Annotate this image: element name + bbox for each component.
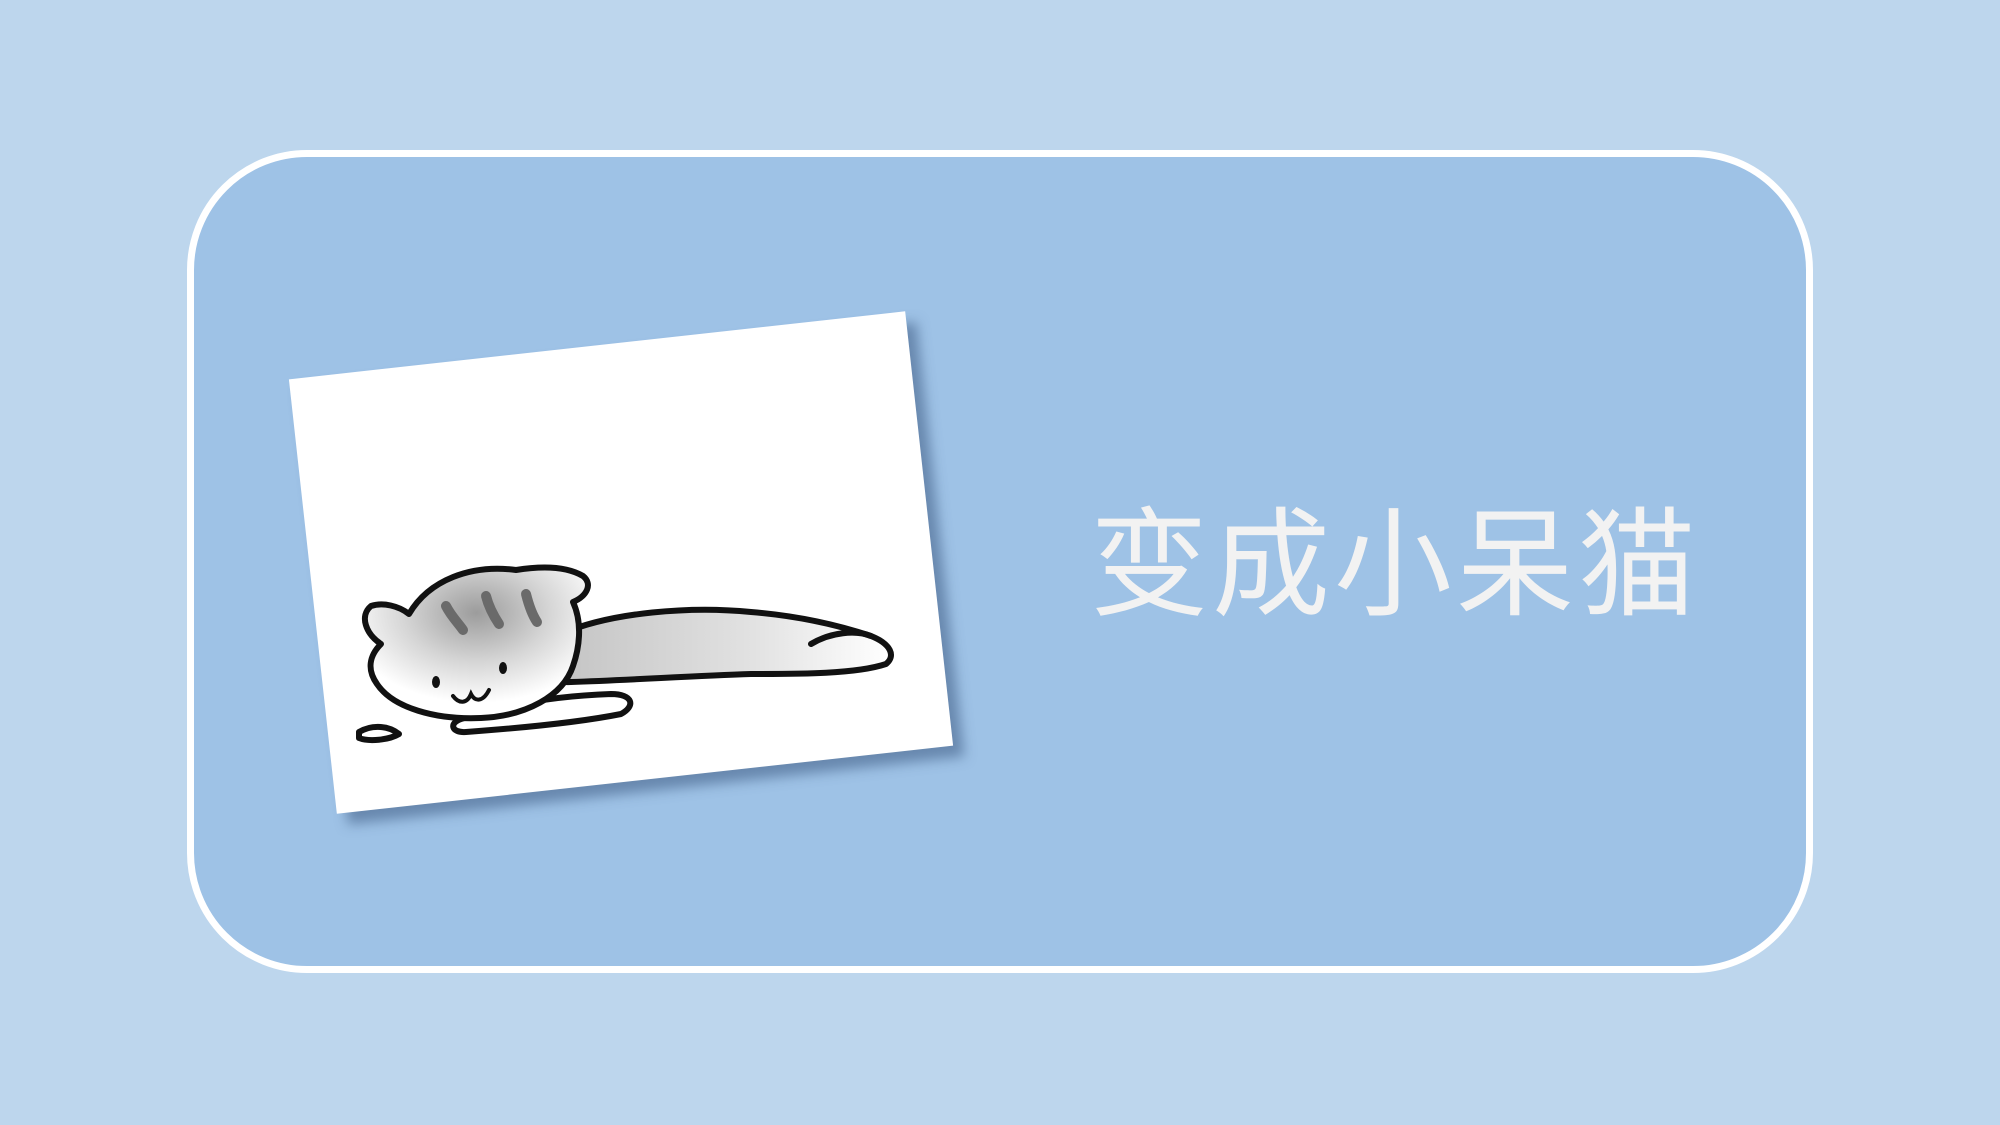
cat-stripe (441, 601, 468, 635)
cat-picture-card (288, 311, 954, 814)
cat-eye-right (499, 662, 507, 674)
cat-head (361, 564, 591, 722)
cat-tail (808, 629, 874, 647)
cat-eye-left (432, 676, 440, 688)
cat-body (543, 606, 894, 686)
cat-mouth (451, 688, 491, 704)
slide-title: 变成小呆猫 (1090, 496, 1701, 634)
lying-cat-illustration (356, 564, 894, 744)
cat-stripe (481, 591, 504, 629)
cat-foot (356, 724, 402, 744)
cat-stripe (521, 589, 542, 627)
